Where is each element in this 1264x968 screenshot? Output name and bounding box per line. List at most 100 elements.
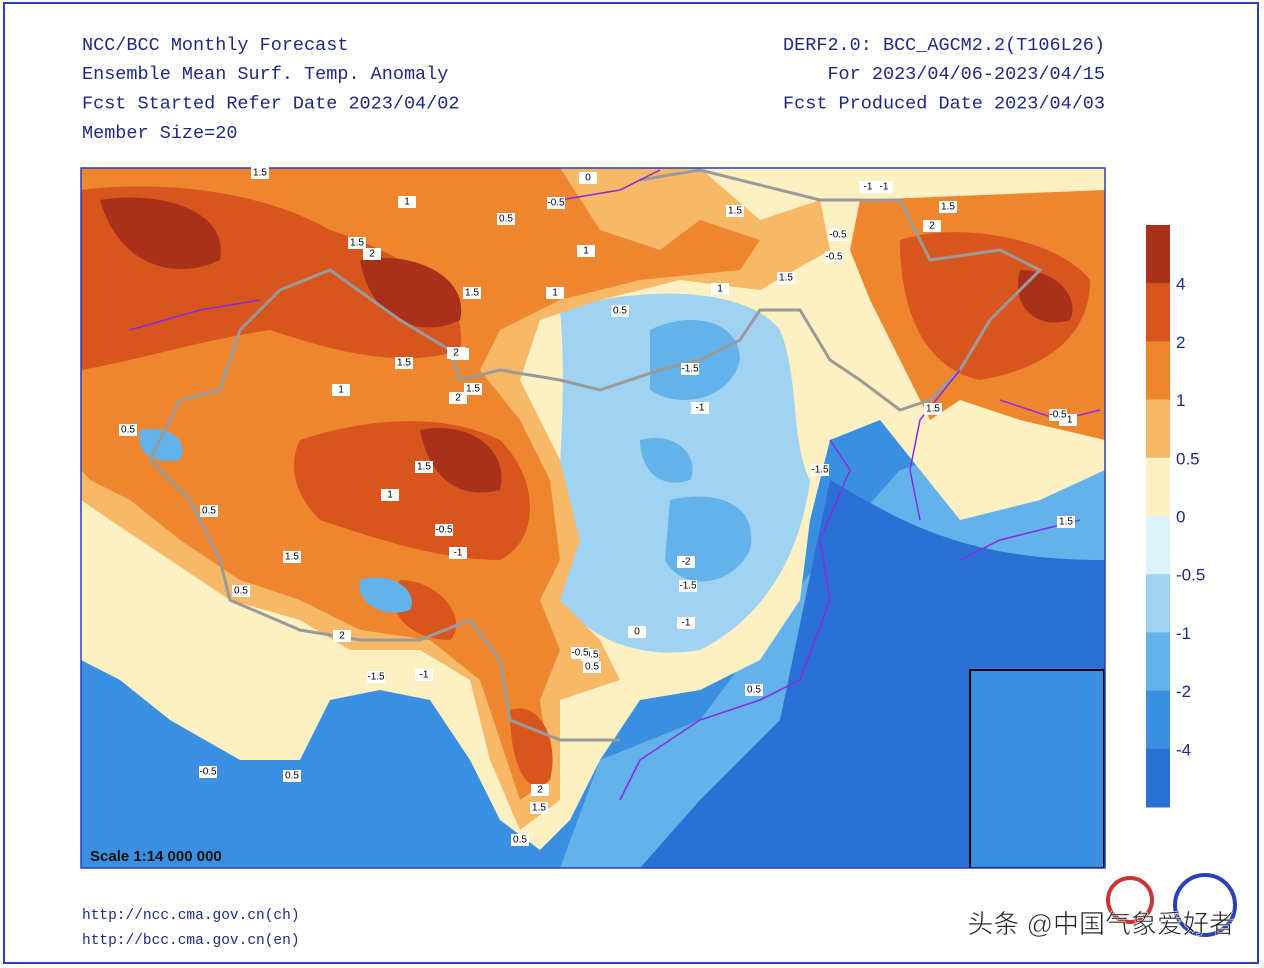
contour-label-bg — [497, 213, 515, 225]
contour-label-bg — [745, 684, 763, 696]
contour-label: 1.5 — [1059, 517, 1073, 528]
contour-label: 1.5 — [779, 273, 793, 284]
contour-label-bg — [200, 505, 218, 517]
contour-label-bg — [547, 197, 565, 209]
colorbar-label: -2 — [1176, 682, 1191, 701]
header-line: Member Size=20 — [82, 123, 237, 144]
header-line: NCC/BCC Monthly Forecast — [82, 35, 348, 56]
contour-label: -1.5 — [367, 672, 385, 683]
contour-label-bg — [859, 181, 877, 193]
colorbar-swatch — [1146, 399, 1170, 459]
contour-label: -2 — [682, 557, 691, 568]
colorbar-swatch — [1146, 225, 1170, 284]
contour-label: -1 — [420, 670, 429, 681]
contour-label: 1.5 — [465, 288, 479, 299]
contour-label-bg — [398, 196, 416, 208]
contour-label: 1.5 — [285, 552, 299, 563]
shading — [81, 186, 553, 787]
contour-label: 0.5 — [613, 306, 627, 317]
contour-label-bg — [199, 766, 217, 778]
contour-label: -0.5 — [571, 648, 589, 659]
contour-label: 0.5 — [202, 506, 216, 517]
contour-label-bg — [679, 580, 697, 592]
contour-label: -1.5 — [681, 364, 699, 375]
contour-label-bg — [579, 172, 597, 184]
contour-label: 2 — [339, 631, 345, 642]
contour-label-bg — [677, 556, 695, 568]
contour-label-bg — [251, 167, 269, 179]
shading — [640, 320, 752, 582]
contour-label-bg — [367, 671, 385, 683]
header-line: Ensemble Mean Surf. Temp. Anomaly — [82, 64, 448, 85]
colorbar-label: -4 — [1176, 740, 1191, 759]
contour-label-bg — [1049, 409, 1067, 421]
contour-label: 1.5 — [941, 202, 955, 213]
contour-labels: 1.510.5-0.50-11.521.510.521.521.51.5211.… — [119, 167, 1077, 846]
colorbar-label: -0.5 — [1176, 566, 1205, 585]
contour-label: 2 — [537, 785, 543, 796]
contour-label-bg — [348, 237, 366, 249]
contour-label-bg — [381, 489, 399, 501]
contour-label-bg — [825, 251, 843, 263]
url: http://ncc.cma.gov.cn(ch) — [82, 908, 300, 924]
contour-label: -1 — [1064, 415, 1073, 426]
colorbar-label: 0.5 — [1176, 449, 1200, 468]
contour-label: 1 — [338, 385, 344, 396]
colorbar-label: 0 — [1176, 507, 1185, 526]
header-line: DERF2.0: BCC_AGCM2.2(T106L26) — [783, 35, 1105, 56]
contour-label-bg — [395, 357, 413, 369]
colorbar: 4 2 1 0.5 0 -0.5 -1 -2 -4 — [1146, 225, 1205, 808]
contour-label-bg — [447, 347, 465, 359]
contour-label-bg — [415, 669, 433, 681]
contour-label-bg — [119, 424, 137, 436]
shading — [100, 197, 1073, 493]
contour-label-bg — [1057, 516, 1075, 528]
contour-label-bg — [583, 661, 601, 673]
contour-label: 2 — [369, 249, 375, 260]
contour-label: 0.5 — [234, 586, 248, 597]
colorbar-label: 1 — [1176, 391, 1185, 410]
contour-label: 2 — [453, 348, 459, 359]
contour-label-bg — [363, 248, 381, 260]
contour-label: 1.5 — [350, 238, 364, 249]
contour-label-bg — [463, 287, 481, 299]
contour-label: 2 — [455, 393, 461, 404]
contour-label: -0.5 — [581, 650, 599, 661]
contour-label: 1.5 — [926, 404, 940, 415]
colorbar-swatch — [1146, 457, 1170, 517]
contour-label-bg — [875, 181, 893, 193]
contour-label: 1.5 — [532, 803, 546, 814]
frame — [3, 2, 1259, 964]
url: http://bcc.cma.gov.cn(en) — [82, 933, 300, 949]
contour-label-bg — [415, 461, 433, 473]
logo — [1173, 873, 1237, 937]
contour-label-bg — [923, 220, 941, 232]
contour-label-bg — [811, 464, 829, 476]
contour-label: 1 — [552, 288, 558, 299]
colorbar-swatch — [1146, 341, 1170, 401]
contour-label: 1 — [404, 197, 410, 208]
contour-label: -1 — [864, 182, 873, 193]
contour-label-bg — [777, 272, 795, 284]
contour-label-bg — [577, 245, 595, 257]
border — [148, 168, 1043, 742]
shading — [900, 232, 1090, 380]
contour-label-bg — [333, 630, 351, 642]
contour-label: -1 — [880, 182, 889, 193]
contour-label: 0.5 — [747, 685, 761, 696]
logo — [1106, 876, 1154, 924]
contour-label-bg — [332, 384, 350, 396]
contour-label: 1 — [717, 284, 723, 295]
contour-label: -0.5 — [829, 230, 847, 241]
watermark: 头条 @中国气象爱好者 — [967, 909, 1235, 939]
colorbar-label: 2 — [1176, 333, 1185, 352]
contour-label-bg — [449, 547, 467, 559]
colorbar-swatch — [1146, 574, 1170, 633]
contour-label: 1.5 — [466, 384, 480, 395]
header-right: DERF2.0: BCC_AGCM2.2(T106L26) For 2023/04… — [783, 35, 1105, 115]
contour-label-bg — [546, 287, 564, 299]
contour-label: -0.5 — [435, 525, 453, 536]
contour-label-bg — [611, 305, 629, 317]
